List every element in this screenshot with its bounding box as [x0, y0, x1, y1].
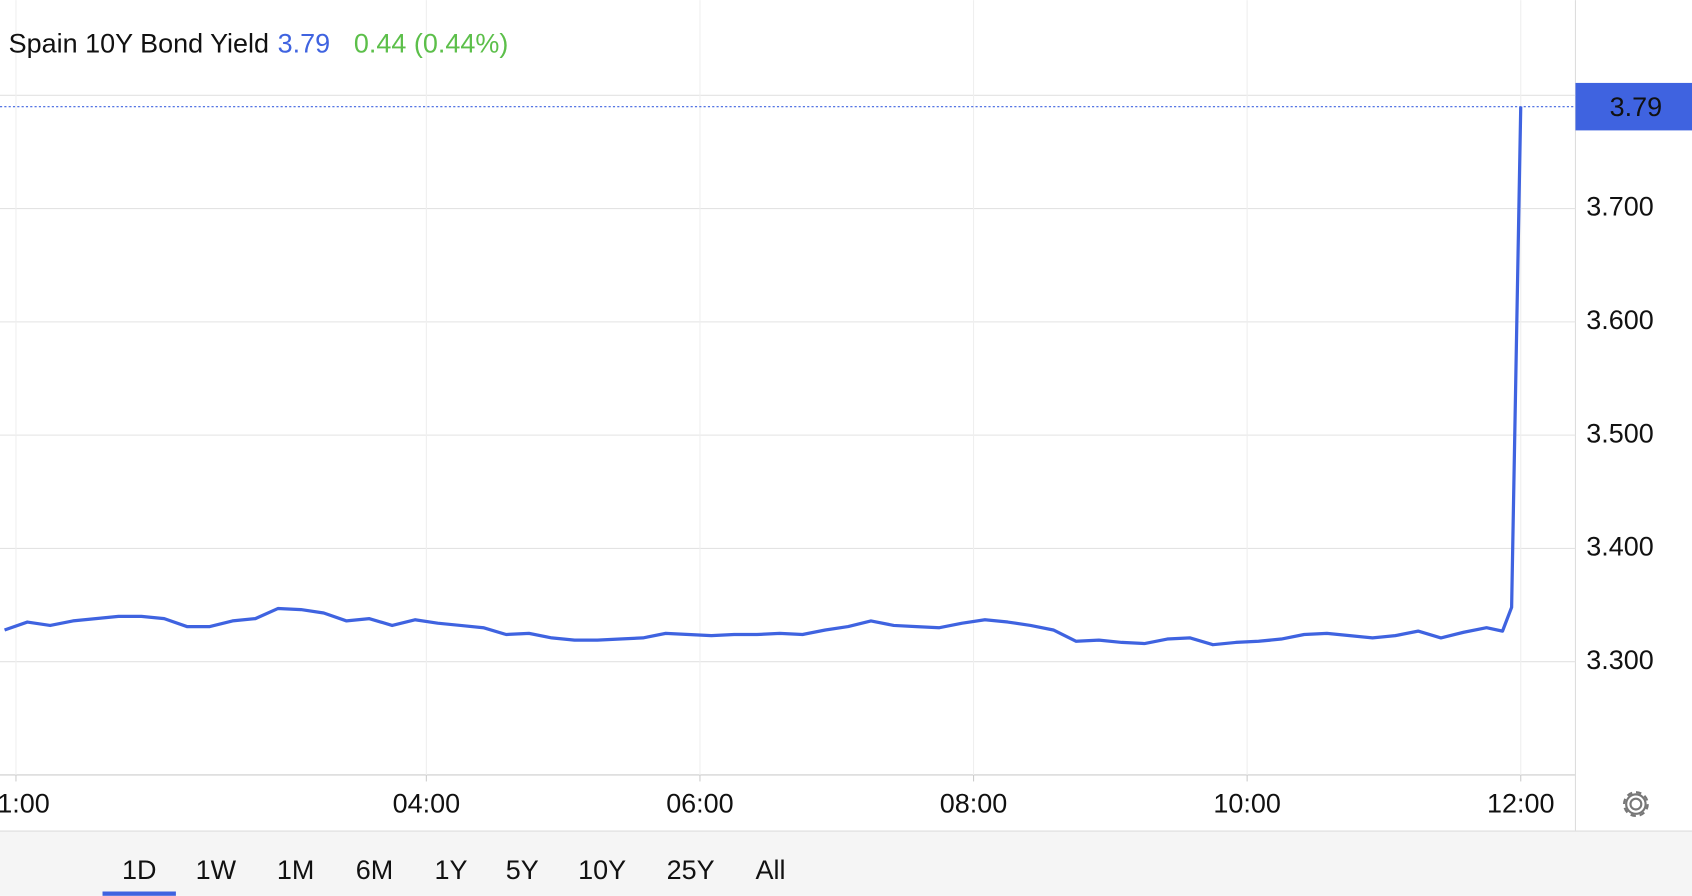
change: 0.44 (0.44%): [354, 29, 508, 59]
range-tab[interactable]: 25Y: [667, 855, 715, 885]
range-tab[interactable]: All: [755, 855, 785, 885]
y-tick-label: 3.500: [1586, 418, 1654, 448]
last-price-label: 3.79: [1610, 92, 1663, 122]
axes: 3.3003.4003.5003.6003.7003.80001:0004:00…: [0, 78, 1692, 818]
chart-header: Spain 10Y Bond Yield 3.79 0.44 (0.44%): [9, 29, 509, 59]
x-tick-label: 10:00: [1213, 788, 1281, 818]
range-tab[interactable]: 10Y: [578, 855, 626, 885]
range-tab[interactable]: 1D: [122, 855, 156, 885]
y-tick-label: 3.700: [1586, 192, 1654, 222]
y-tick-label: 3.300: [1586, 645, 1654, 675]
range-bar: [0, 831, 1692, 896]
chart-title: Spain 10Y Bond Yield: [9, 29, 269, 59]
range-tab[interactable]: 5Y: [506, 855, 539, 885]
y-tick-label: 3.600: [1586, 305, 1654, 335]
range-tab[interactable]: 1W: [196, 855, 237, 885]
range-tab[interactable]: 1M: [277, 855, 314, 885]
range-tab[interactable]: 6M: [356, 855, 393, 885]
grid: [0, 0, 1576, 775]
x-tick-label: 04:00: [393, 788, 461, 818]
last-price: 3.79: [278, 29, 331, 59]
y-tick-label: 3.400: [1586, 532, 1654, 562]
x-tick-label: 01:00: [0, 788, 50, 818]
line: [4, 106, 1523, 647]
range-tabs: 1D 1W 1M 6M 1Y 5Y 10Y 25Y All: [102, 855, 785, 896]
x-tick-label: 12:00: [1487, 788, 1555, 818]
range-tab[interactable]: 1Y: [435, 855, 468, 885]
active-tab-underline: [102, 891, 176, 896]
plot: [4, 106, 1523, 647]
x-tick-label: 08:00: [940, 788, 1008, 818]
settings-icon[interactable]: [1622, 791, 1649, 818]
last-price-box: [1575, 82, 1692, 131]
x-tick-label: 06:00: [666, 788, 733, 818]
